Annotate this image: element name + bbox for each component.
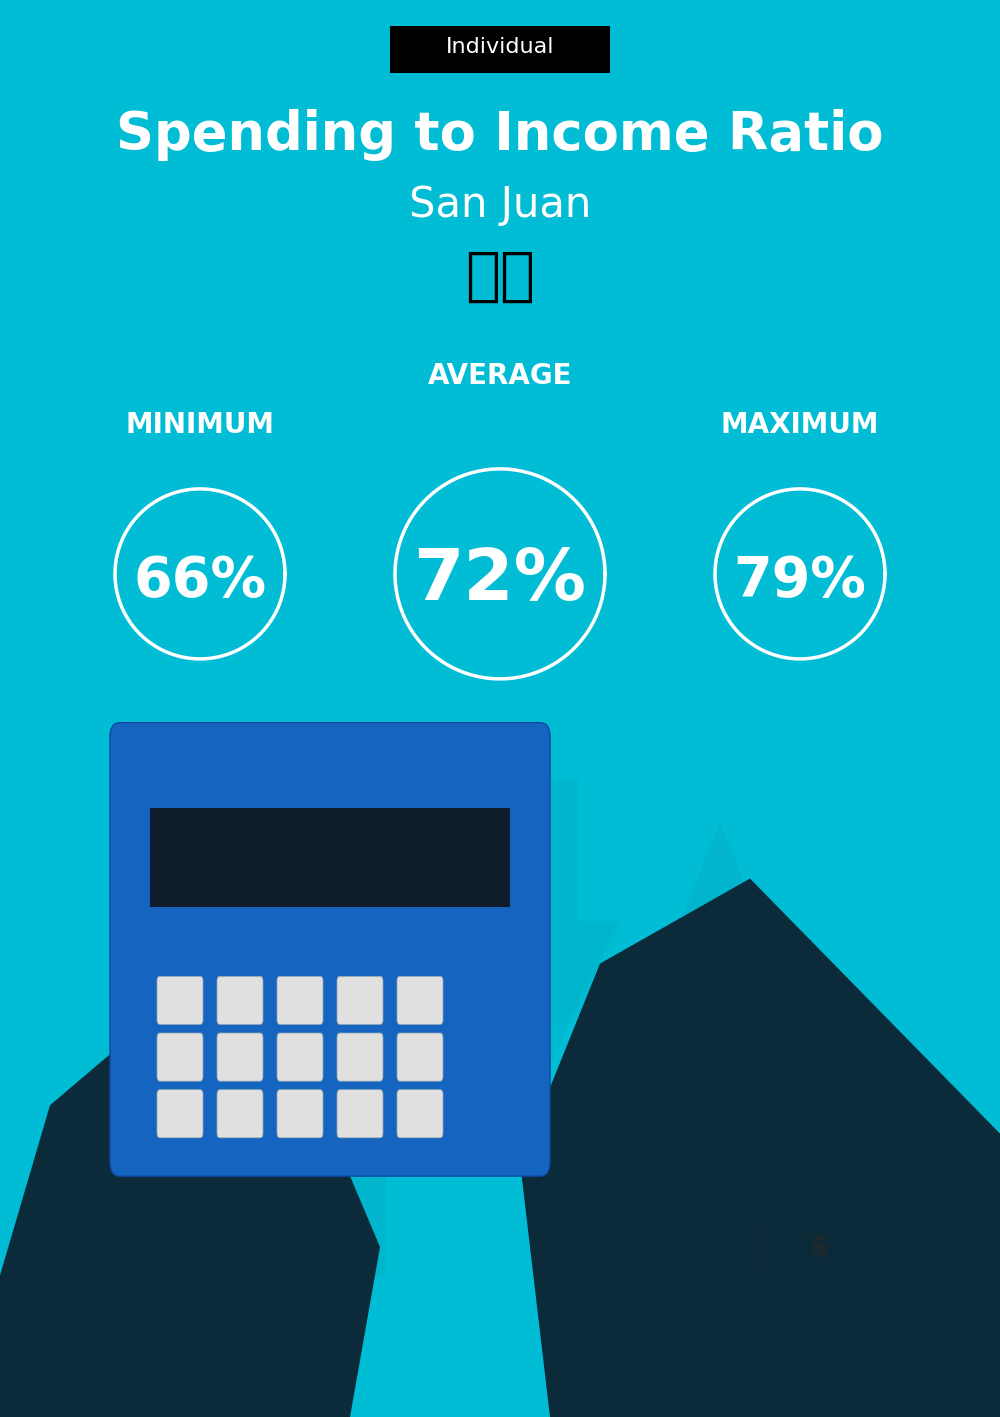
- FancyBboxPatch shape: [150, 808, 510, 907]
- Polygon shape: [480, 779, 620, 1063]
- Polygon shape: [520, 879, 1000, 1417]
- Circle shape: [750, 1148, 890, 1346]
- FancyBboxPatch shape: [217, 976, 263, 1024]
- Text: 72%: 72%: [414, 547, 586, 615]
- FancyBboxPatch shape: [337, 1033, 383, 1081]
- FancyBboxPatch shape: [277, 976, 323, 1024]
- FancyBboxPatch shape: [397, 1090, 443, 1138]
- Text: MINIMUM: MINIMUM: [126, 411, 274, 439]
- FancyBboxPatch shape: [277, 1090, 323, 1138]
- FancyBboxPatch shape: [157, 1033, 203, 1081]
- FancyBboxPatch shape: [397, 976, 443, 1024]
- FancyBboxPatch shape: [217, 1033, 263, 1081]
- Text: Individual: Individual: [446, 37, 554, 57]
- FancyBboxPatch shape: [110, 723, 550, 1176]
- Text: San Juan: San Juan: [409, 184, 591, 227]
- FancyBboxPatch shape: [277, 1033, 323, 1081]
- FancyBboxPatch shape: [390, 27, 610, 74]
- Polygon shape: [455, 1131, 705, 1318]
- Text: 66%: 66%: [133, 554, 267, 608]
- FancyBboxPatch shape: [337, 1090, 383, 1138]
- Polygon shape: [436, 1006, 724, 1131]
- FancyBboxPatch shape: [157, 1090, 203, 1138]
- FancyBboxPatch shape: [0, 822, 1000, 1417]
- Polygon shape: [0, 1020, 380, 1417]
- Polygon shape: [260, 921, 440, 1275]
- Text: 79%: 79%: [734, 554, 866, 608]
- FancyBboxPatch shape: [157, 976, 203, 1024]
- Text: $: $: [810, 1233, 830, 1261]
- Text: Spending to Income Ratio: Spending to Income Ratio: [116, 109, 884, 160]
- Text: MAXIMUM: MAXIMUM: [721, 411, 879, 439]
- Polygon shape: [630, 822, 810, 1275]
- FancyBboxPatch shape: [337, 976, 383, 1024]
- FancyBboxPatch shape: [217, 1090, 263, 1138]
- FancyBboxPatch shape: [397, 1033, 443, 1081]
- Text: 🇦🇷: 🇦🇷: [465, 248, 535, 305]
- Text: AVERAGE: AVERAGE: [428, 361, 572, 390]
